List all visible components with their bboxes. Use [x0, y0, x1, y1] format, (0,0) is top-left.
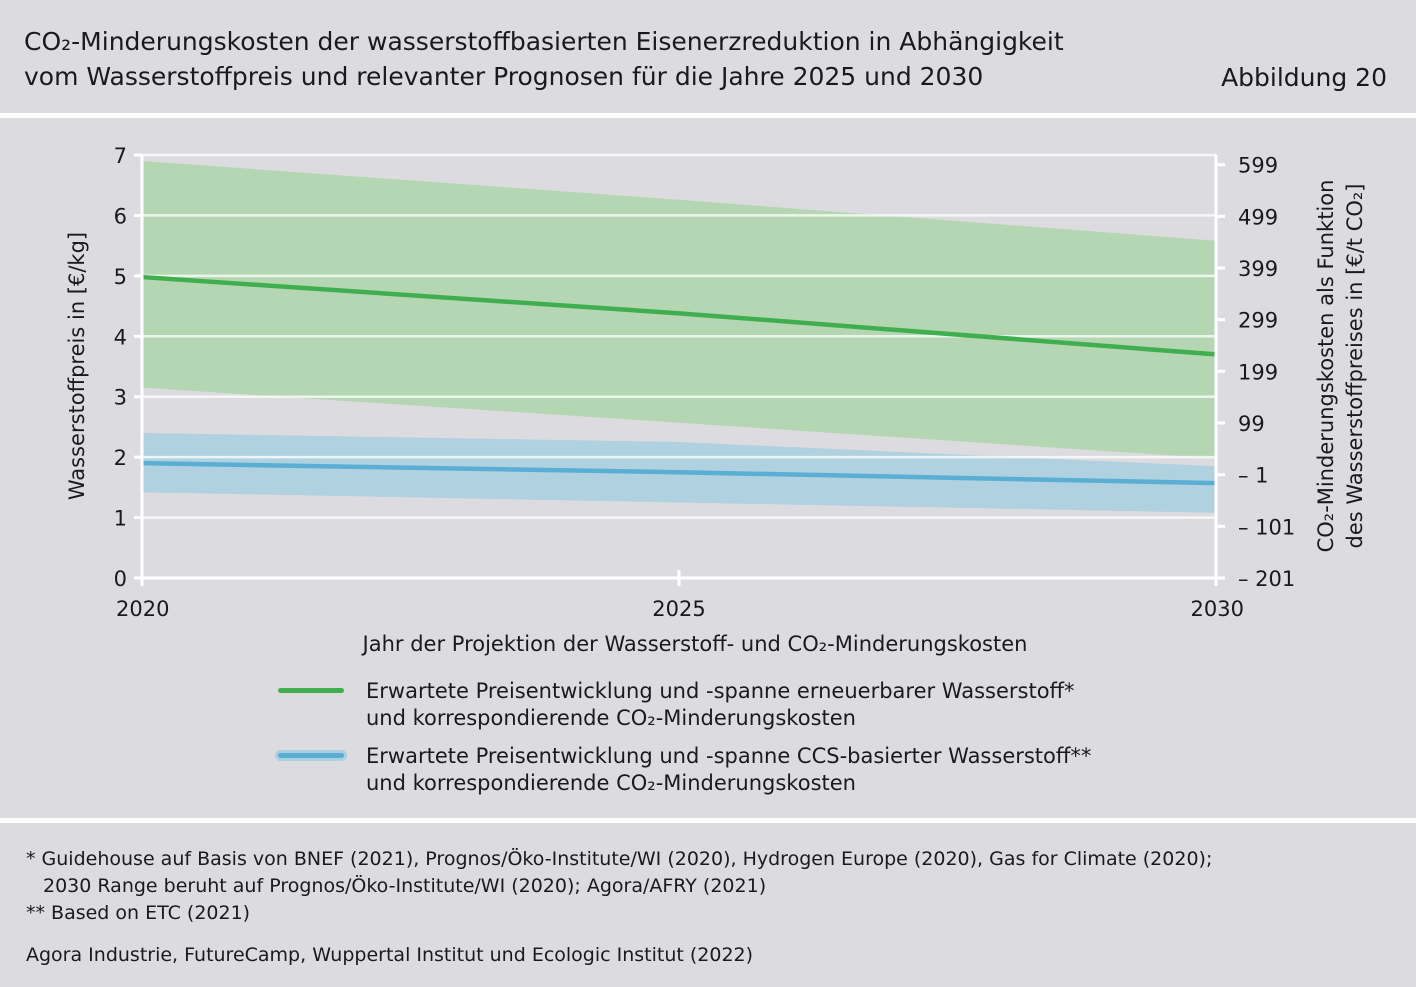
- y2-tick-label-3: 99: [1238, 412, 1265, 436]
- footnote-1-line-1: * Guidehouse auf Basis von BNEF (2021), …: [26, 848, 1213, 870]
- y2-tick-label-8: 599: [1238, 154, 1278, 178]
- x-tick-label-2: 2030: [1191, 597, 1244, 621]
- range-band-0: [142, 161, 1216, 459]
- x-axis-title: Jahr der Projektion der Wasserstoff- und…: [362, 632, 1028, 656]
- y-tick-label-1: 1: [114, 507, 127, 531]
- legend-label-renewable-line-2: und korrespondierende CO₂-Minderungskost…: [366, 706, 856, 730]
- plot-area: 0 1 2 3 4 5 6 7 – 201 – 101 – 1 99 199 299 399 499 599 20…: [114, 144, 1296, 621]
- legend-label-renewable-line-1: Erwartete Preisentwicklung und -spanne e…: [366, 679, 1075, 703]
- legend-label-ccs: Erwartete Preisentwicklung und -spanne C…: [366, 743, 1091, 797]
- y2-axis-title-line-2: des Wasserstoffpreises in [€/t CO₂]: [1343, 184, 1367, 549]
- y-tick-label-7: 7: [114, 144, 127, 168]
- chart-title: CO₂-Minderungskosten der wasserstoffbasi…: [24, 24, 1394, 94]
- y-tick-label-4: 4: [114, 325, 127, 349]
- y-tick-label-0: 0: [114, 567, 127, 591]
- legend-label-ccs-line-1: Erwartete Preisentwicklung und -spanne C…: [366, 744, 1092, 768]
- chart-title-line-2: vom Wasserstoffpreis und relevanter Prog…: [24, 62, 984, 91]
- series-line-1: [141, 460, 1217, 486]
- y2-tick-label-6: 399: [1238, 257, 1278, 281]
- legend-label-ccs-line-2: und korrespondierende CO₂-Minderungskost…: [366, 771, 856, 795]
- y-tick-label-6: 6: [114, 204, 127, 228]
- y2-axis-title-line-1: CO₂-Minderungskosten als Funktion: [1314, 180, 1338, 553]
- legend-swatch-renewable: [278, 688, 344, 693]
- chart-title-line-1: CO₂-Minderungskosten der wasserstoffbasi…: [24, 27, 1064, 56]
- y2-tick-label-7: 499: [1238, 205, 1278, 229]
- footnote-1-line-2: 2030 Range beruht auf Prognos/Öko-Instit…: [43, 875, 767, 897]
- y2-tick-label-4: 199: [1238, 360, 1278, 384]
- y2-tick-label-2: – 1: [1238, 464, 1269, 488]
- footnote-2: ** Based on ETC (2021): [26, 902, 251, 924]
- legend-swatch-ccs: [278, 753, 344, 758]
- source-note: Agora Industrie, FutureCamp, Wuppertal I…: [26, 944, 754, 966]
- x-tick-label-1: 2025: [652, 597, 705, 621]
- figure-label: Abbildung 20: [1221, 63, 1387, 92]
- series-line-0: [141, 274, 1217, 357]
- y2-tick-label-1: – 101: [1238, 515, 1295, 539]
- x-tick-label-0: 2020: [116, 597, 169, 621]
- y2-tick-label-0: – 201: [1238, 567, 1295, 591]
- y-tick-label-3: 3: [114, 386, 127, 410]
- y-tick-label-5: 5: [114, 265, 127, 289]
- y-tick-label-2: 2: [114, 446, 127, 470]
- separator-bottom: [0, 818, 1416, 823]
- separator-top: [0, 113, 1416, 118]
- legend-label-renewable: Erwartete Preisentwicklung und -spanne e…: [366, 678, 1075, 732]
- y2-tick-label-5: 299: [1238, 309, 1278, 333]
- y-axis-title: Wasserstoffpreis in [€/kg]: [65, 232, 89, 500]
